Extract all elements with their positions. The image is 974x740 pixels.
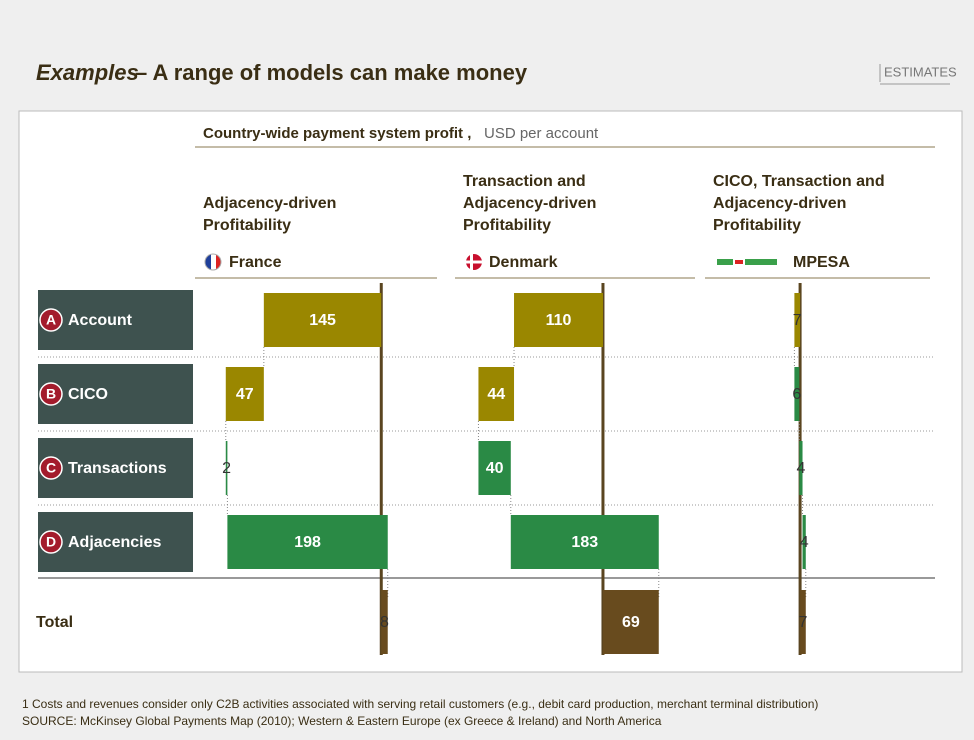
value-label: 44 [487,386,505,403]
row-label: CICO [68,386,108,403]
panel-heading: Adjacency-driven [463,195,596,212]
bar [225,441,228,495]
title-italic: Examples [36,60,139,85]
row-badge [39,382,63,406]
bar [263,293,382,347]
row-box [38,364,193,424]
stamp: ESTIMATES [884,64,957,79]
panel-name: France [229,254,282,271]
bar [478,441,511,495]
row-letter: D [46,534,56,550]
panel-heading: Profitability [203,217,291,234]
subtitle: Country-wide payment system profit , [203,125,471,142]
flag-denmark [466,254,482,270]
row-label: Transactions [68,460,167,477]
value-label: 6 [792,386,801,403]
panel-heading: Adjacency-driven [713,195,846,212]
row-label: Account [68,312,133,329]
row-box [38,438,193,498]
value-label: 145 [309,312,336,329]
value-label: 110 [546,312,572,329]
total-label: Total [36,614,73,631]
row-badge [39,456,63,480]
row-badge [39,308,63,332]
panel-heading: Transaction and [463,173,586,190]
bar [227,515,388,569]
value-label: 7 [793,312,802,329]
footnote: 1 Costs and revenues consider only C2B a… [22,697,818,711]
value-label: 198 [294,534,321,551]
value-label: 4 [796,460,805,477]
value-label: 183 [571,534,598,551]
total-label-value: 69 [622,614,640,631]
bar [225,367,264,421]
subtitle-unit: USD per account [484,125,599,142]
panel-heading: Adjacency-driven [203,195,336,212]
bar [510,515,659,569]
row-box [38,290,193,350]
row-letter: B [46,386,56,402]
row-box [38,512,193,572]
bar [794,293,801,347]
value-label: 47 [236,386,254,403]
panel-name: MPESA [793,254,850,271]
panel-name: Denmark [489,254,558,271]
value-label: 40 [486,460,504,477]
total-bar [381,590,388,654]
row-letter: C [46,460,56,476]
row-label: Adjacencies [68,534,161,551]
panel-heading: Profitability [713,217,801,234]
title: – A range of models can make money [135,60,528,85]
flag-france [204,253,222,271]
panel-heading: Profitability [463,217,551,234]
total-label-value: 8 [380,614,389,631]
value-label: 2 [222,460,231,477]
bar [514,293,603,347]
bar [799,441,803,495]
total-bar [800,590,806,654]
row-letter: A [46,312,56,328]
panel-heading: CICO, Transaction and [713,173,885,190]
bar [794,367,800,421]
bar [802,515,806,569]
total-bar [602,590,659,654]
source: SOURCE: McKinsey Global Payments Map (20… [22,714,662,728]
bar [478,367,515,421]
total-label-value: 7 [798,614,807,631]
value-label: 4 [800,534,809,551]
row-badge [39,530,63,554]
mpesa-logo [717,259,777,265]
